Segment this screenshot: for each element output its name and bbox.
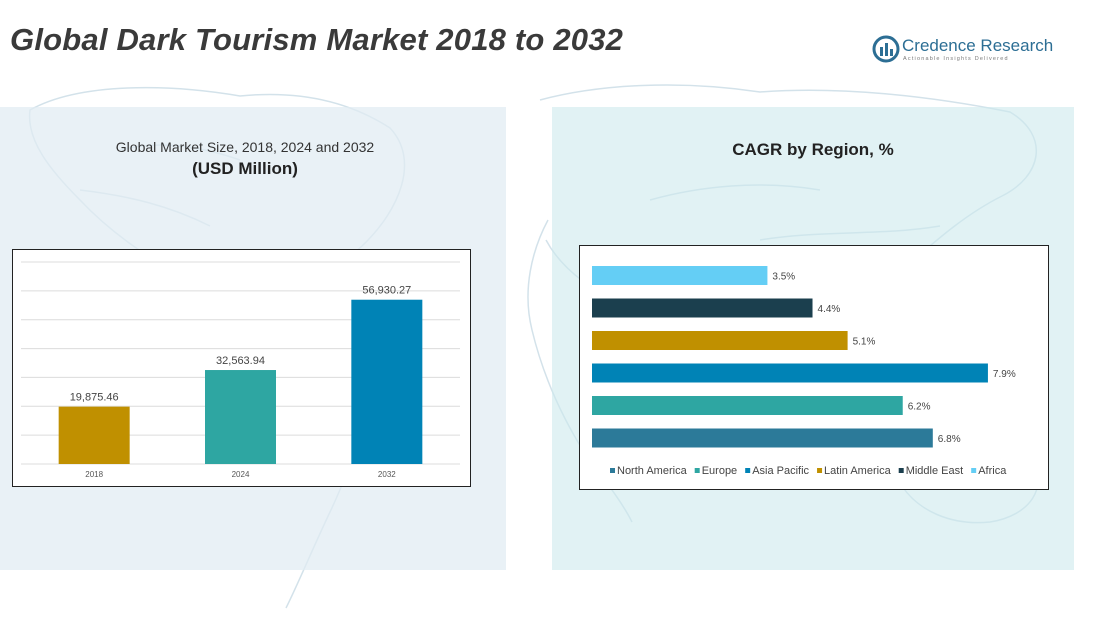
bar-africa	[592, 266, 768, 285]
market-size-chart-frame: 19,875.46 2018 32,563.94 2024 56,930.27 2032	[12, 249, 471, 487]
brand-logo: Credence Research Actionable Insights De…	[872, 34, 1054, 68]
bar-value-label: 3.5%	[772, 272, 795, 283]
legend-item: Europe	[702, 465, 737, 477]
bar-value-label: 6.8%	[938, 434, 961, 445]
bar-value-label: 56,930.27	[362, 285, 411, 297]
market-size-unit: (USD Million)	[192, 159, 298, 178]
legend-item: Latin America	[824, 465, 892, 477]
bar-2024	[205, 370, 276, 464]
bar-value-label: 32,563.94	[216, 355, 265, 367]
legend-swatch	[694, 468, 700, 473]
cagr-title: CAGR by Region, %	[732, 140, 894, 159]
legend-swatch	[745, 468, 751, 473]
bar-value-label: 5.1%	[853, 337, 876, 348]
cagr-bar-chart: 3.5% 4.4% 5.1% 7.9% 6.2% 6.8% North America Eur…	[592, 266, 1016, 477]
logo-tagline: Actionable Insights Delivered	[903, 56, 1009, 62]
x-tick-label: 2032	[378, 470, 396, 479]
legend-item: Asia Pacific	[752, 465, 809, 477]
bar-value-label: 7.9%	[993, 369, 1016, 380]
bar-value-label: 4.4%	[818, 304, 841, 315]
legend-swatch	[817, 468, 823, 473]
legend-item: Middle East	[906, 465, 963, 477]
bar-asia-pacific	[592, 363, 988, 383]
logo-brand-name: Credence Research	[902, 36, 1054, 55]
market-size-bar-chart: 19,875.46 2018 32,563.94 2024 56,930.27 2032	[21, 261, 460, 479]
bar-middle-east	[592, 298, 813, 318]
bar-2018	[58, 406, 130, 464]
legend-swatch	[971, 468, 977, 473]
legend-item: North America	[617, 465, 688, 477]
bar-north-america	[592, 428, 933, 448]
legend-item: Africa	[978, 465, 1007, 477]
bar-2032	[351, 299, 423, 464]
legend-swatch	[610, 468, 615, 473]
market-size-subtitle: Global Market Size, 2018, 2024 and 2032	[115, 139, 375, 155]
bar-value-label: 6.2%	[908, 402, 931, 413]
credence-logo-icon	[872, 35, 900, 63]
cagr-chart-frame: 3.5% 4.4% 5.1% 7.9% 6.2% 6.8% North America Eur…	[579, 245, 1049, 490]
bar-europe	[592, 396, 903, 415]
bar-value-label: 19,875.46	[70, 392, 119, 404]
x-tick-label: 2024	[232, 470, 250, 479]
x-tick-label: 2018	[85, 470, 103, 479]
legend-swatch	[898, 468, 904, 473]
bar-latin-america	[592, 331, 848, 350]
page-title: Global Dark Tourism Market 2018 to 2032	[10, 22, 624, 57]
